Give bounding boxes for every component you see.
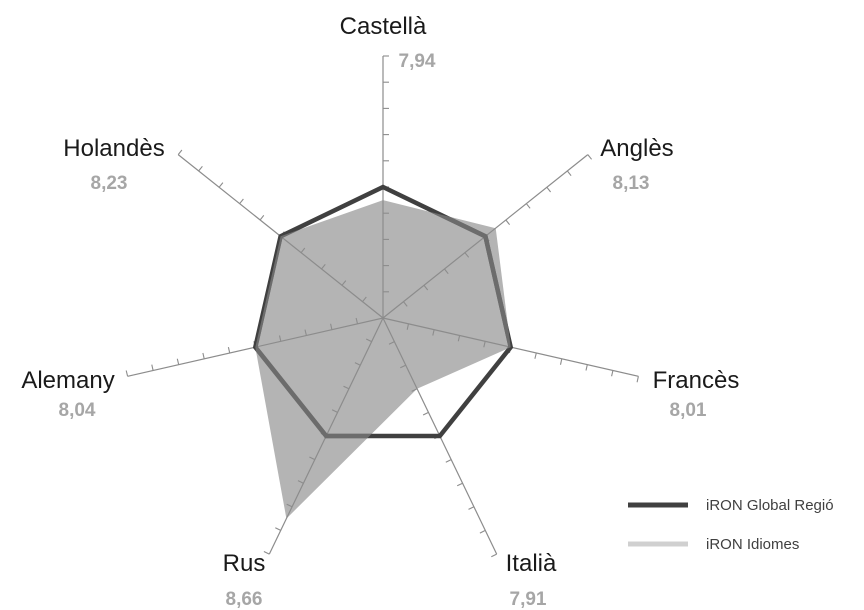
axis-tick [411, 388, 418, 392]
axis-tick [445, 459, 452, 463]
category-value-italia: 7,91 [510, 589, 547, 610]
category-value-frances: 8,01 [670, 400, 707, 421]
axis-tick [406, 323, 410, 330]
category-label-castella: Castellà [340, 13, 427, 40]
axis-tick [321, 263, 326, 270]
axis-tick [483, 341, 486, 348]
axis-tick [354, 362, 361, 366]
axis-tick [457, 335, 461, 342]
axis-tick [388, 341, 395, 345]
legend-label-idiomes: iRON Idiomes [706, 536, 799, 553]
axis-tick [202, 352, 205, 359]
axis-tick [585, 364, 588, 371]
axis-tick [546, 186, 552, 193]
category-value-angles: 8,13 [613, 173, 650, 194]
axis-tick [587, 154, 593, 160]
axis-tick [468, 506, 475, 510]
axis-tick [343, 385, 350, 390]
axis-tick [464, 252, 470, 258]
axis-tick [611, 370, 614, 377]
category-label-italia: Italià [506, 550, 557, 577]
axis-tick [491, 553, 497, 558]
category-label-holandes: Holandès [63, 135, 164, 162]
axis-tick [239, 198, 244, 205]
axis-tick [304, 329, 307, 336]
category-value-castella: 7,94 [399, 51, 436, 72]
axis-tick [400, 364, 406, 369]
idiomes-area-layer [255, 200, 511, 519]
axis-tick [275, 527, 281, 531]
axis-tick [432, 329, 435, 336]
labels-layer: Castellà 7,94 Anglès 8,13 Francès 8,01 Italià 7… [21, 13, 739, 610]
axis-tick [177, 149, 183, 155]
category-value-rus: 8,66 [226, 589, 263, 610]
axis-tick [365, 338, 372, 343]
axis-tick [297, 480, 304, 484]
axis-tick [151, 364, 154, 371]
axis-tick [444, 268, 449, 275]
category-label-angles: Anglès [600, 135, 673, 162]
category-value-alemany: 8,04 [59, 400, 96, 421]
axis-tick [403, 301, 408, 307]
legend: iRON Global Regió iRON Idiomes [628, 497, 834, 553]
axis-tick [362, 296, 367, 303]
category-label-frances: Francès [653, 367, 740, 394]
axis-tick [422, 411, 429, 416]
axis-tick [259, 214, 265, 221]
category-label-rus: Rus [223, 550, 266, 577]
axis-tick [330, 323, 333, 330]
axis-tick [309, 456, 316, 461]
category-value-holandes: 8,23 [91, 173, 128, 194]
axis-tick [479, 529, 486, 534]
axis-tick [227, 346, 231, 354]
axis-tick [198, 165, 203, 172]
axis-tick [534, 352, 537, 359]
axis-tick [218, 182, 224, 188]
axis-tick [300, 247, 306, 254]
axis-tick [559, 358, 563, 365]
series-lines-layer [252, 184, 514, 439]
axis-tick [278, 335, 282, 342]
axis-tick [636, 376, 639, 383]
category-label-alemany: Alemany [21, 367, 114, 394]
axis-tick [263, 551, 270, 555]
axis-tick [125, 370, 129, 377]
axis-tick [566, 170, 572, 177]
axis-tick [176, 358, 180, 365]
legend-label-global: iRON Global Regió [706, 497, 834, 514]
axis-tick [525, 203, 531, 209]
axis-tick [423, 284, 429, 291]
axis-tick [505, 219, 511, 226]
axis-tick [331, 409, 338, 413]
axis-tick [355, 317, 359, 324]
axis-tick [286, 503, 293, 508]
series-area-iron-idiomes [255, 200, 511, 519]
axis-tick [341, 280, 347, 286]
axis-tick [456, 482, 463, 487]
